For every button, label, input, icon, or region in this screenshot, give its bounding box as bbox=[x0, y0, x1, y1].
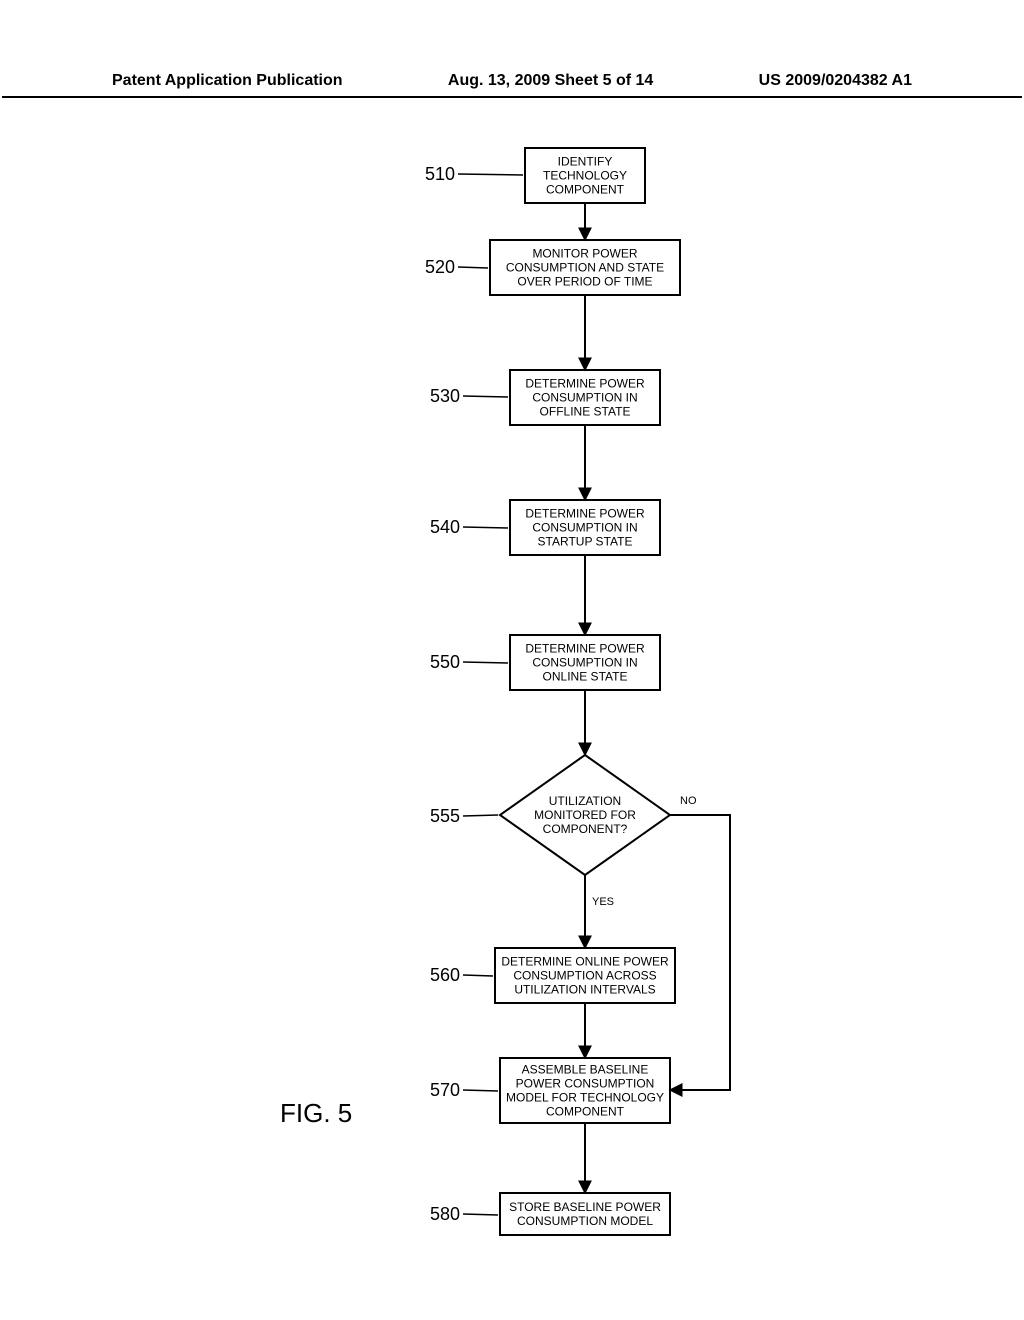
flow-node-text: UTILIZATION INTERVALS bbox=[514, 983, 655, 997]
flow-node-text: OFFLINE STATE bbox=[540, 405, 631, 419]
flow-node-text: OVER PERIOD OF TIME bbox=[517, 275, 652, 289]
ref-leader bbox=[463, 396, 508, 397]
ref-label-555: 555 bbox=[430, 806, 460, 826]
flow-node-text: COMPONENT bbox=[546, 1105, 625, 1119]
ref-leader bbox=[463, 975, 493, 976]
flow-node-text: CONSUMPTION IN bbox=[532, 656, 637, 670]
ref-leader bbox=[463, 815, 498, 816]
figure-label: FIG. 5 bbox=[280, 1098, 352, 1129]
ref-leader bbox=[463, 662, 508, 663]
flow-node-text: CONSUMPTION IN bbox=[532, 391, 637, 405]
ref-leader bbox=[463, 1090, 498, 1091]
flow-node-text: CONSUMPTION MODEL bbox=[517, 1214, 653, 1228]
flow-node-text: TECHNOLOGY bbox=[543, 169, 627, 183]
edge-label: YES bbox=[592, 896, 614, 908]
flow-node-text: POWER CONSUMPTION bbox=[516, 1077, 655, 1091]
ref-label-550: 550 bbox=[430, 652, 460, 672]
flow-node-text: DETERMINE ONLINE POWER bbox=[501, 955, 669, 969]
ref-leader bbox=[463, 1214, 498, 1215]
ref-leader bbox=[458, 174, 523, 175]
ref-label-520: 520 bbox=[425, 257, 455, 277]
page: Patent Application Publication Aug. 13, … bbox=[0, 0, 1024, 1320]
flow-node-text: DETERMINE POWER bbox=[525, 377, 645, 391]
flowchart-diagram: IDENTIFYTECHNOLOGYCOMPONENT510MONITOR PO… bbox=[0, 0, 1024, 1320]
flow-node-text: ASSEMBLE BASELINE bbox=[522, 1063, 649, 1077]
flow-node-text: ONLINE STATE bbox=[543, 670, 628, 684]
ref-label-580: 580 bbox=[430, 1204, 460, 1224]
flow-node-text: DETERMINE POWER bbox=[525, 642, 645, 656]
flow-node-text: MODEL FOR TECHNOLOGY bbox=[506, 1091, 664, 1105]
flow-node-text: CONSUMPTION AND STATE bbox=[506, 261, 664, 275]
flow-node-text: COMPONENT? bbox=[543, 822, 628, 836]
flow-node-text: CONSUMPTION IN bbox=[532, 521, 637, 535]
edge-label: NO bbox=[680, 795, 697, 807]
flow-node-text: COMPONENT bbox=[546, 183, 625, 197]
ref-label-530: 530 bbox=[430, 386, 460, 406]
flow-node-text: STORE BASELINE POWER bbox=[509, 1200, 661, 1214]
flow-node-text: UTILIZATION bbox=[549, 794, 621, 808]
ref-label-540: 540 bbox=[430, 517, 460, 537]
flow-node-text: MONITORED FOR bbox=[534, 808, 636, 822]
flow-node-text: DETERMINE POWER bbox=[525, 507, 645, 521]
flow-edge-branch bbox=[670, 815, 730, 1090]
flow-node-text: MONITOR POWER bbox=[532, 247, 637, 261]
ref-leader bbox=[463, 527, 508, 528]
ref-label-570: 570 bbox=[430, 1080, 460, 1100]
flow-node-text: STARTUP STATE bbox=[538, 535, 633, 549]
ref-label-510: 510 bbox=[425, 164, 455, 184]
flow-node-text: IDENTIFY bbox=[558, 155, 613, 169]
ref-leader bbox=[458, 267, 488, 268]
ref-label-560: 560 bbox=[430, 965, 460, 985]
flow-node-text: CONSUMPTION ACROSS bbox=[513, 969, 656, 983]
